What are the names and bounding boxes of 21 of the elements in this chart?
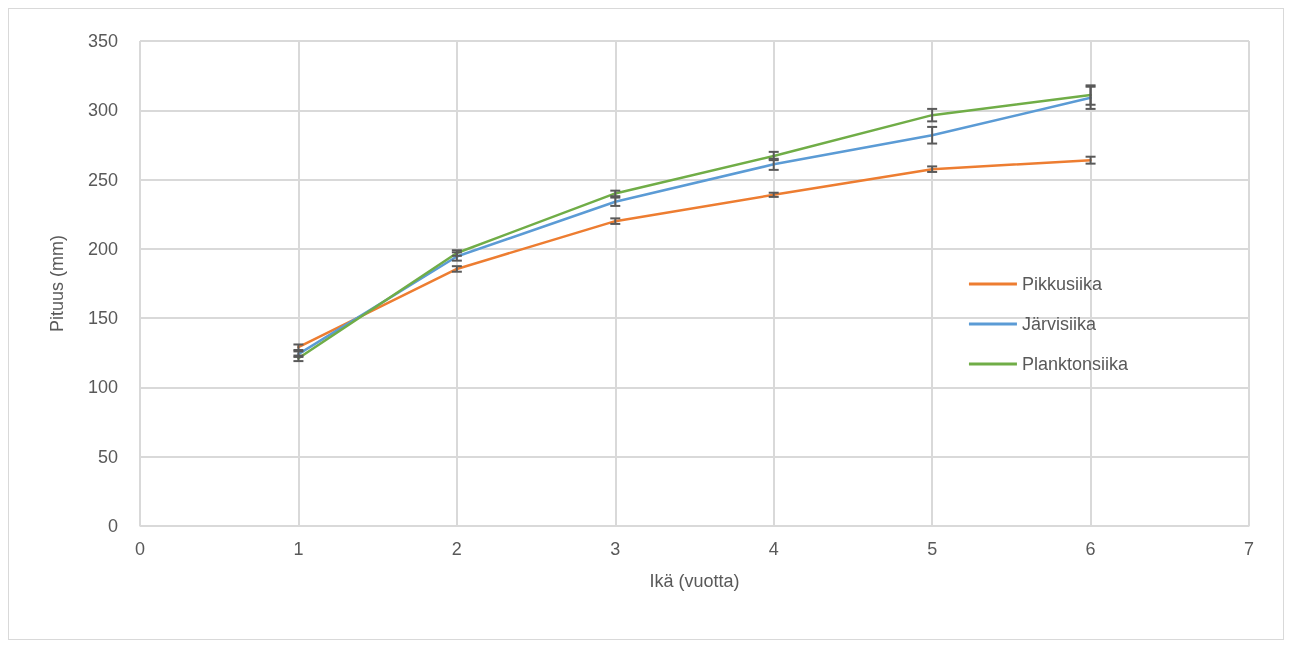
y-tick-label: 150	[87, 308, 118, 329]
legend-label: Pikkusiika	[1021, 274, 1103, 294]
y-tick-label: 50	[97, 446, 118, 467]
y-tick-label: 350	[87, 31, 118, 51]
x-tick-label: 5	[927, 539, 938, 559]
x-axis-title: Ikä (vuotta)	[649, 571, 740, 591]
x-tick-label: 2	[451, 539, 462, 559]
x-tick-label: 3	[610, 539, 621, 559]
y-tick-label: 200	[87, 238, 118, 259]
x-tick-label: 4	[768, 539, 779, 559]
legend-label: Järvisiika	[1021, 314, 1097, 334]
y-tick-label: 300	[87, 100, 118, 121]
x-tick-label: 1	[293, 539, 304, 559]
x-tick-label: 7	[1243, 539, 1255, 559]
y-tick-label: 250	[87, 169, 118, 190]
y-tick-label: 0	[107, 516, 118, 536]
x-tick-label: 6	[1085, 539, 1096, 559]
x-tick-label: 0	[134, 539, 146, 559]
y-axis-title: Pituus (mm)	[47, 234, 67, 333]
legend-label: Planktonsiika	[1021, 354, 1129, 374]
y-tick-label: 100	[87, 377, 118, 398]
